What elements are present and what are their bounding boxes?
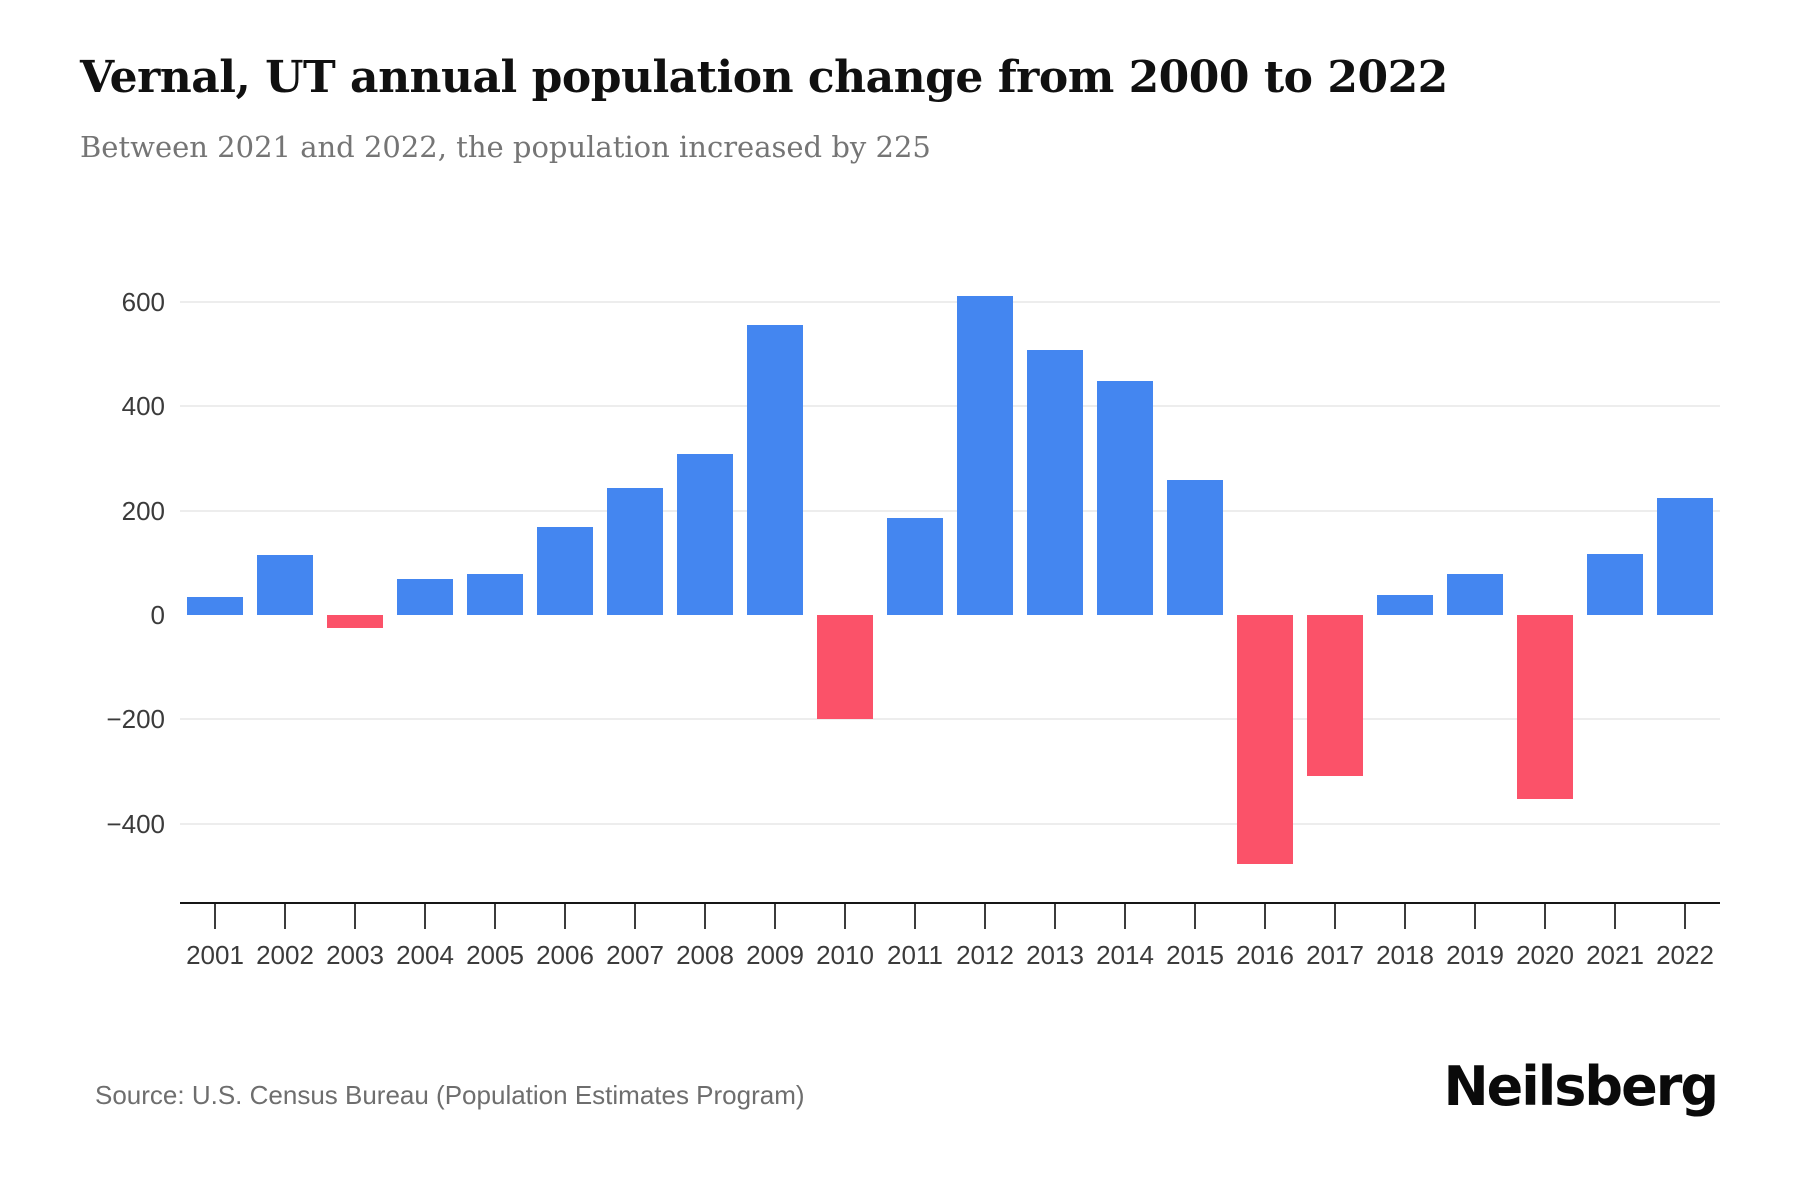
bar-2001[interactable] — [187, 597, 243, 616]
x-axis-tick — [1054, 904, 1056, 929]
gridline--400 — [180, 822, 1720, 825]
x-axis-tick-label-2001: 2001 — [186, 940, 244, 970]
bar-2018[interactable] — [1377, 595, 1433, 616]
bar-2008[interactable] — [677, 454, 733, 616]
bar-2011[interactable] — [887, 518, 943, 616]
x-axis-tick — [1614, 904, 1616, 929]
y-axis-tick-label: 600 — [121, 287, 165, 318]
x-axis-tick — [774, 904, 776, 929]
x-axis-tick-label-2010: 2010 — [816, 940, 874, 970]
x-axis-tick — [1684, 904, 1686, 929]
chart-subtitle: Between 2021 and 2022, the population in… — [80, 130, 931, 164]
x-axis-tick-label-2006: 2006 — [536, 940, 594, 970]
gridline--200 — [180, 718, 1720, 721]
x-axis-tick — [1264, 904, 1266, 929]
x-axis-tick-label-2016: 2016 — [1236, 940, 1294, 970]
y-axis-tick-label: 200 — [121, 495, 165, 526]
x-axis-tick-label-2017: 2017 — [1306, 940, 1364, 970]
x-axis-tick — [1334, 904, 1336, 929]
bar-2005[interactable] — [467, 573, 523, 616]
x-axis-tick — [1544, 904, 1546, 929]
x-axis-tick — [284, 904, 286, 929]
x-axis-tick — [564, 904, 566, 929]
x-axis-tick-label-2019: 2019 — [1446, 940, 1504, 970]
x-axis-tick — [984, 904, 986, 929]
x-axis-tick-label-2014: 2014 — [1096, 940, 1154, 970]
x-axis-tick-label-2012: 2012 — [956, 940, 1014, 970]
x-axis-tick — [424, 904, 426, 929]
chart-title: Vernal, UT annual population change from… — [80, 52, 1448, 103]
y-axis-tick-label: 0 — [150, 600, 165, 631]
x-axis-tick — [494, 904, 496, 929]
bar-2004[interactable] — [397, 578, 453, 616]
gridline-200 — [180, 509, 1720, 512]
x-axis-tick-label-2007: 2007 — [606, 940, 664, 970]
x-axis-tick-label-2002: 2002 — [256, 940, 314, 970]
x-axis-tick — [354, 904, 356, 929]
x-axis-tick — [914, 904, 916, 929]
bar-2016[interactable] — [1237, 615, 1293, 864]
x-axis-tick — [214, 904, 216, 929]
x-axis-tick-label-2022: 2022 — [1656, 940, 1714, 970]
bar-2012[interactable] — [957, 295, 1013, 616]
bar-2020[interactable] — [1517, 615, 1573, 799]
bar-2003[interactable] — [327, 615, 383, 629]
bar-2014[interactable] — [1097, 381, 1153, 616]
bar-chart-plot-area: 600 400 200 0 −200 −400 2001 2002 2003 2004 2005 20… — [106, 250, 1720, 970]
bar-2013[interactable] — [1027, 350, 1083, 616]
bar-2010[interactable] — [817, 615, 873, 720]
neilsberg-logo: Neilsberg — [1443, 1055, 1719, 1118]
x-axis-line — [180, 902, 1720, 904]
source-attribution: Source: U.S. Census Bureau (Population E… — [95, 1080, 805, 1110]
bar-2019[interactable] — [1447, 574, 1503, 616]
x-axis-tick-label-2013: 2013 — [1026, 940, 1084, 970]
gridline-600 — [180, 301, 1720, 304]
x-axis-tick — [1404, 904, 1406, 929]
x-axis-tick — [1194, 904, 1196, 929]
x-axis-tick — [844, 904, 846, 929]
gridline-400 — [180, 405, 1720, 408]
y-axis-tick-label: 400 — [121, 391, 165, 422]
y-axis-tick-label: −200 — [106, 704, 165, 735]
x-axis-tick — [704, 904, 706, 929]
bar-2022[interactable] — [1657, 497, 1713, 616]
x-axis-tick-label-2021: 2021 — [1586, 940, 1644, 970]
y-axis-tick-label: −400 — [106, 808, 165, 839]
x-axis-tick — [1474, 904, 1476, 929]
x-axis-tick-label-2009: 2009 — [746, 940, 804, 970]
bar-2006[interactable] — [537, 527, 593, 616]
x-axis-tick-label-2005: 2005 — [466, 940, 524, 970]
bar-2007[interactable] — [607, 487, 663, 616]
x-axis-tick-label-2003: 2003 — [326, 940, 384, 970]
bar-2002[interactable] — [257, 554, 313, 616]
bar-2015[interactable] — [1167, 479, 1223, 616]
x-axis-tick-label-2015: 2015 — [1166, 940, 1224, 970]
bar-2009[interactable] — [747, 324, 803, 616]
x-axis-tick-label-2008: 2008 — [676, 940, 734, 970]
x-axis-tick-label-2018: 2018 — [1376, 940, 1434, 970]
x-axis-tick — [1124, 904, 1126, 929]
x-axis-tick-label-2011: 2011 — [887, 940, 943, 970]
x-axis-tick-label-2020: 2020 — [1516, 940, 1574, 970]
x-axis-tick-label-2004: 2004 — [396, 940, 454, 970]
bar-2017[interactable] — [1307, 615, 1363, 776]
bar-2021[interactable] — [1587, 554, 1643, 616]
x-axis-tick — [634, 904, 636, 929]
